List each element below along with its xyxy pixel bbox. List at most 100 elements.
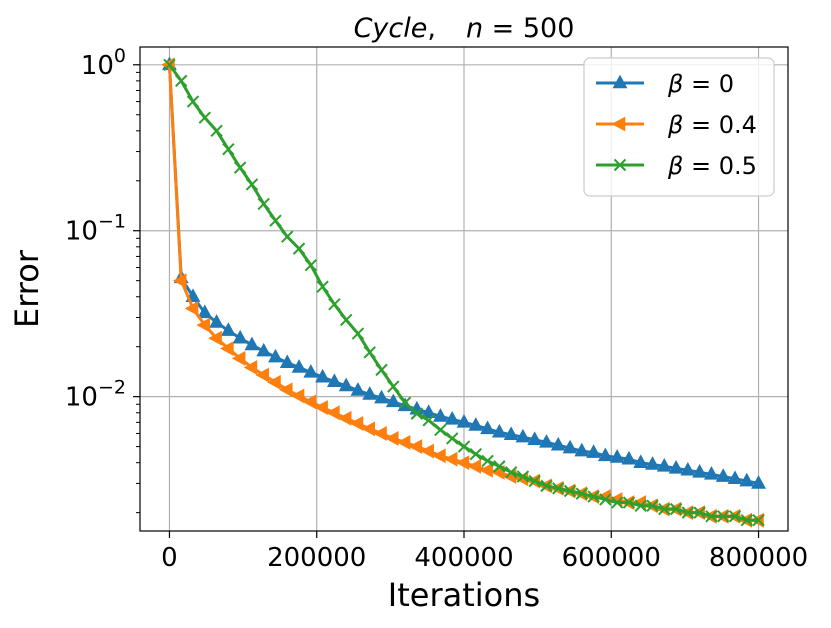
legend-symbol: β xyxy=(667,70,683,98)
marker-stroke xyxy=(328,298,341,311)
data-point xyxy=(220,322,236,336)
data-point xyxy=(658,502,671,516)
title-comma: , xyxy=(427,13,436,44)
marker-stroke xyxy=(210,124,223,138)
data-point xyxy=(728,510,742,523)
marker-stroke xyxy=(175,74,188,88)
data-point xyxy=(634,499,647,512)
data-point xyxy=(385,393,401,408)
data-point xyxy=(338,377,354,392)
data-point xyxy=(349,415,364,431)
marker-stroke xyxy=(658,502,671,516)
marker-stroke xyxy=(540,479,553,493)
marker-stroke xyxy=(563,484,577,498)
marker-stroke xyxy=(292,242,306,255)
marker-stroke xyxy=(622,496,636,509)
data-point xyxy=(444,410,460,425)
data-point xyxy=(278,382,293,398)
marker-stroke xyxy=(257,197,270,211)
data-point xyxy=(645,456,660,470)
legend-symbol: β xyxy=(667,152,683,180)
marker-stroke xyxy=(587,490,600,503)
data-point xyxy=(328,298,341,311)
marker-stroke xyxy=(198,111,212,124)
data-point xyxy=(455,455,470,471)
data-point xyxy=(220,341,234,356)
data-point xyxy=(197,304,213,319)
legend: β = 0β = 0.4β = 0.5 xyxy=(583,57,775,197)
data-point xyxy=(633,454,649,468)
data-point xyxy=(515,428,531,443)
data-point xyxy=(267,374,281,390)
legend-marker xyxy=(612,74,628,89)
data-point xyxy=(420,443,434,459)
legend-entry: β = 0.5 xyxy=(596,152,757,180)
data-point xyxy=(316,280,329,293)
data-point xyxy=(457,440,471,453)
marker-stroke xyxy=(493,460,506,473)
data-point xyxy=(314,400,328,415)
marker-stroke xyxy=(339,313,353,327)
marker-stroke xyxy=(422,414,435,427)
data-point xyxy=(232,329,248,344)
x-tick-label: 0 xyxy=(161,543,178,573)
data-point xyxy=(587,490,600,503)
marker-stroke xyxy=(363,346,376,359)
data-point xyxy=(527,431,543,446)
marker-stroke xyxy=(222,142,235,156)
marker-stroke xyxy=(387,380,400,393)
data-point xyxy=(362,386,378,400)
data-point xyxy=(339,313,353,327)
legend-marker xyxy=(611,116,626,132)
marker-stroke xyxy=(163,58,176,71)
data-point xyxy=(727,470,743,485)
data-point xyxy=(198,111,212,124)
data-point xyxy=(669,502,683,516)
data-point xyxy=(752,514,765,527)
legend-entry: β = 0.4 xyxy=(596,111,757,139)
data-point xyxy=(350,382,366,396)
y-tick-label: 10−2 xyxy=(65,377,126,413)
marker-stroke xyxy=(516,470,530,483)
marker-stroke xyxy=(634,499,647,512)
data-point xyxy=(740,514,753,527)
data-point xyxy=(692,463,708,478)
x-tick-label: 400000 xyxy=(414,543,513,573)
marker-stroke xyxy=(269,214,282,227)
y-tick-label: 100 xyxy=(81,45,126,81)
data-point xyxy=(622,496,636,509)
data-point xyxy=(610,496,624,509)
data-point xyxy=(302,394,317,410)
data-point xyxy=(268,348,283,363)
marker-stroke xyxy=(681,506,695,519)
data-point xyxy=(222,142,235,156)
data-point xyxy=(491,423,507,438)
data-point xyxy=(209,314,225,328)
x-tick-label: 200000 xyxy=(267,543,366,573)
data-point xyxy=(410,407,424,420)
data-point xyxy=(243,360,258,375)
marker-stroke xyxy=(610,496,624,509)
data-point xyxy=(716,510,730,523)
data-point xyxy=(163,58,176,71)
data-point xyxy=(550,436,566,451)
axis-ticks: 0 200000 400000 600000 800000 100 10−1 10−2 xyxy=(65,45,808,573)
data-point xyxy=(516,470,530,483)
marker-stroke xyxy=(186,95,200,108)
chart-title: Cycle, n = 500 xyxy=(354,13,575,44)
data-point xyxy=(469,447,482,461)
legend-label: β = 0.5 xyxy=(667,152,757,180)
data-point xyxy=(480,420,495,435)
data-point xyxy=(231,350,246,366)
data-point xyxy=(244,336,260,351)
marker-stroke xyxy=(481,454,494,468)
data-point xyxy=(281,230,294,243)
data-point xyxy=(384,431,399,446)
data-point xyxy=(208,330,222,346)
data-point xyxy=(540,479,553,493)
data-point xyxy=(656,458,672,472)
marker-stroke xyxy=(716,510,730,523)
legend-value: = 0.5 xyxy=(683,152,757,180)
data-point xyxy=(184,301,199,316)
data-point xyxy=(680,461,696,476)
